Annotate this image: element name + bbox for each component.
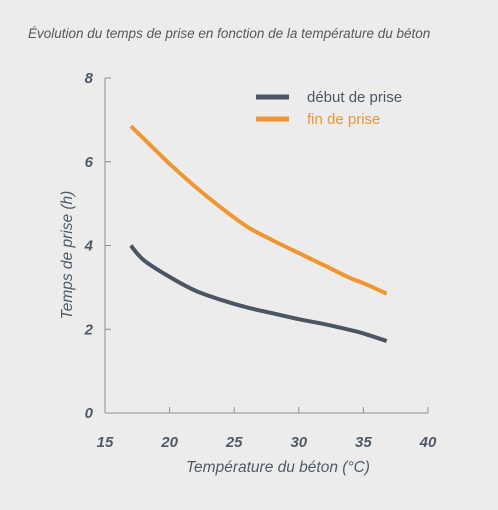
x-tick-label: 40 bbox=[419, 434, 437, 451]
x-tick-label: 35 bbox=[355, 434, 372, 451]
x-tick-label: 30 bbox=[290, 434, 307, 451]
y-tick-label: 4 bbox=[84, 238, 94, 255]
x-tick-label: 25 bbox=[225, 434, 243, 451]
y-tick-label: 6 bbox=[85, 154, 94, 171]
y-tick-label: 2 bbox=[84, 321, 94, 338]
legend-label: début de prise bbox=[307, 89, 402, 106]
series-lines bbox=[129, 124, 388, 343]
x-tick-label: 20 bbox=[160, 434, 178, 451]
y-tick-label: 0 bbox=[85, 405, 94, 422]
legend-label: fin de prise bbox=[307, 111, 380, 128]
y-axis-label: Temps de prise (h) bbox=[59, 191, 76, 320]
legend: début de prise fin de prise bbox=[256, 89, 402, 128]
x-axis-label: Température du béton (°C) bbox=[186, 459, 370, 476]
axes: 0 2 4 6 8 15 20 25 30 35 40 bbox=[84, 70, 437, 451]
series-line-debut-de-prise bbox=[129, 244, 388, 343]
y-tick-label: 8 bbox=[85, 70, 94, 87]
series-line-fin-de-prise bbox=[129, 124, 388, 296]
chart-title: Évolution du temps de prise en fonction … bbox=[28, 26, 430, 41]
x-tick-label: 15 bbox=[97, 434, 114, 451]
